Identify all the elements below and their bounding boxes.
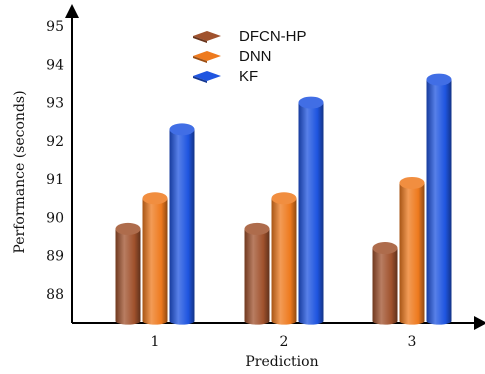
bar-kf-3	[426, 73, 452, 325]
y-tick-label: 92	[46, 134, 64, 150]
bar-top	[169, 123, 195, 136]
bar-top	[115, 222, 141, 235]
bar-body	[298, 102, 324, 325]
legend-swatch	[193, 51, 221, 61]
bar-dfcn-hp-2	[244, 222, 270, 325]
bar-body	[115, 228, 141, 325]
legend-swatch	[193, 31, 221, 41]
legend-item-kf: KF	[193, 68, 258, 85]
bar-dnn-2	[271, 192, 297, 325]
x-axis-title: Prediction	[245, 354, 318, 370]
bar-top	[426, 73, 452, 86]
legend-swatch-shadow	[193, 76, 207, 83]
y-axis-title: Performance (seconds)	[12, 90, 28, 253]
bar-body	[372, 248, 398, 325]
bar-dfcn-hp-1	[115, 222, 141, 325]
bar-dnn-3	[399, 176, 425, 325]
bar-top	[244, 222, 270, 235]
legend-label: DFCN-HP	[239, 28, 307, 45]
y-tick-label: 88	[46, 287, 64, 303]
x-axis-arrow	[474, 316, 485, 330]
bar-top	[142, 192, 168, 205]
x-tick-label: 3	[408, 334, 417, 350]
bar-body	[169, 129, 195, 325]
bar-kf-1	[169, 123, 195, 325]
legend-swatch	[193, 71, 221, 81]
y-axis-arrow	[65, 4, 79, 18]
bar-dfcn-hp-3	[372, 242, 398, 325]
y-tick-label: 89	[46, 249, 64, 265]
y-tick-label: 94	[46, 57, 64, 73]
legend-label: KF	[239, 68, 258, 85]
bar-body	[271, 198, 297, 325]
bar-dnn-1	[142, 192, 168, 325]
x-tick-label: 2	[280, 334, 289, 350]
legend-swatch-shadow	[193, 36, 207, 43]
legend-swatch-shadow	[193, 56, 207, 63]
legend-item-dfcn-hp: DFCN-HP	[193, 28, 307, 45]
bar-top	[399, 176, 425, 189]
y-tick-label: 90	[46, 210, 64, 226]
legend-item-dnn: DNN	[193, 48, 272, 65]
bar-kf-2	[298, 96, 324, 325]
bar-body	[399, 182, 425, 325]
bar-top	[271, 192, 297, 205]
bar-top	[372, 242, 398, 255]
bar-top	[298, 96, 324, 109]
bar-body	[244, 228, 270, 325]
bar-body	[142, 198, 168, 325]
x-tick-label: 1	[151, 334, 160, 350]
y-tick-label: 95	[46, 19, 64, 35]
y-tick-label: 93	[46, 96, 64, 112]
legend-label: DNN	[239, 48, 272, 65]
y-tick-label: 91	[46, 172, 64, 188]
bar-body	[426, 79, 452, 325]
